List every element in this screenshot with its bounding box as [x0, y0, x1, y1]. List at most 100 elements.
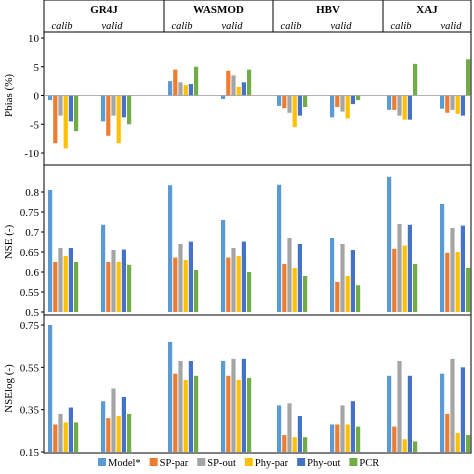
bar-xaj-calib-s6 — [413, 264, 418, 312]
period-label-valid: valid — [102, 21, 124, 32]
bar-hbv-valid-s6 — [356, 95, 361, 101]
bar-gr4j-valid-s3 — [111, 388, 116, 452]
legend-label-3: SP-out — [207, 458, 236, 469]
bar-gr4j-valid-s5 — [121, 95, 126, 118]
bar-wasmod-calib-s2 — [173, 69, 178, 96]
bar-gr4j-calib-s6 — [74, 422, 79, 452]
bar-xaj-calib-s2 — [392, 426, 397, 452]
axis-ticks: 10 5 0 -5 -10 Pbias (%) 0.8 0.75 0.7 0.65 0.6 0.55 0… — [3, 33, 471, 459]
legend-label-2: SP-par — [160, 458, 189, 469]
legend-swatch-6 — [349, 458, 358, 466]
bar-hbv-calib-s4 — [292, 268, 297, 312]
bar-hbv-calib-s2 — [282, 95, 287, 109]
bar-xaj-calib-s1 — [387, 95, 392, 110]
bar-gr4j-calib-s3 — [58, 248, 63, 312]
bar-xaj-valid-s1 — [440, 373, 445, 452]
legend-swatch-1 — [98, 458, 106, 466]
bar-gr4j-calib-s5 — [68, 95, 73, 122]
bar-xaj-calib-s3 — [397, 360, 402, 452]
ytick-label: 10 — [28, 33, 40, 45]
bar-xaj-valid-s3 — [450, 358, 455, 452]
bar-hbv-valid-s1 — [330, 238, 335, 312]
bar-hbv-valid-s4 — [345, 95, 350, 119]
bar-hbv-valid-s1 — [330, 95, 335, 118]
bar-xaj-valid-s2 — [445, 413, 450, 452]
bar-wasmod-valid-s4 — [236, 380, 241, 452]
bar-gr4j-calib-s3 — [58, 413, 63, 452]
period-label-valid: valid — [441, 21, 463, 32]
bar-wasmod-valid-s2 — [226, 375, 231, 452]
legend-label-6: PCR — [359, 458, 379, 469]
legend-swatch-2 — [149, 458, 158, 466]
bar-wasmod-valid-s3 — [231, 75, 236, 96]
bar-gr4j-valid-s4 — [116, 416, 121, 452]
model-label-wasmod: WASMOD — [193, 4, 244, 16]
bar-hbv-valid-s6 — [356, 426, 361, 452]
bar-hbv-calib-s6 — [303, 95, 308, 107]
bar-gr4j-calib-s3 — [58, 95, 63, 116]
bar-hbv-valid-s2 — [335, 424, 340, 452]
bar-wasmod-valid-s4 — [236, 86, 241, 96]
bar-wasmod-valid-s5 — [241, 241, 246, 312]
bar-hbv-calib-s5 — [297, 244, 302, 312]
bar-xaj-calib-s4 — [402, 245, 407, 312]
bar-wasmod-calib-s2 — [173, 257, 178, 312]
bar-gr4j-valid-s5 — [121, 396, 126, 452]
bar-wasmod-calib-s3 — [178, 244, 183, 312]
bar-xaj-valid-s4 — [455, 95, 460, 114]
period-label-valid: valid — [222, 21, 244, 32]
bar-wasmod-valid-s5 — [241, 358, 246, 452]
ytick-label: 0.15 — [20, 447, 40, 459]
bar-xaj-valid-s5 — [460, 367, 465, 452]
bar-xaj-valid-s6 — [466, 435, 471, 452]
bar-xaj-calib-s1 — [387, 176, 392, 312]
bar-xaj-valid-s2 — [445, 95, 450, 113]
bar-hbv-valid-s3 — [340, 244, 345, 312]
ytick-label: 0.75 — [20, 207, 40, 219]
ytick-label: 0.35 — [20, 405, 40, 417]
bar-wasmod-calib-s4 — [183, 260, 188, 312]
bar-wasmod-calib-s2 — [173, 373, 178, 452]
bar-xaj-valid-s6 — [466, 59, 471, 96]
bar-xaj-valid-s3 — [450, 95, 455, 110]
bar-gr4j-valid-s5 — [121, 249, 126, 312]
bar-hbv-valid-s2 — [335, 95, 340, 107]
y-axis-label: NSElog (-) — [3, 364, 15, 413]
bar-hbv-valid-s1 — [330, 424, 335, 452]
bar-wasmod-valid-s6 — [247, 272, 252, 312]
bar-hbv-calib-s2 — [282, 264, 287, 312]
bar-gr4j-valid-s3 — [111, 250, 116, 312]
bar-gr4j-valid-s6 — [127, 95, 132, 125]
ytick-label: -5 — [30, 119, 40, 131]
bar-gr4j-calib-s2 — [53, 95, 58, 144]
bar-hbv-calib-s3 — [287, 95, 292, 113]
bar-gr4j-calib-s1 — [48, 325, 53, 452]
bar-gr4j-calib-s6 — [74, 262, 79, 312]
bar-xaj-valid-s5 — [460, 225, 465, 312]
bar-xaj-valid-s4 — [455, 252, 460, 312]
bar-wasmod-calib-s5 — [188, 360, 193, 452]
ytick-label: 0 — [34, 91, 40, 103]
legend-label-5: Phy-out — [307, 458, 340, 469]
ytick-label: 0.55 — [20, 362, 40, 374]
bar-hbv-valid-s4 — [345, 276, 350, 312]
bar-gr4j-valid-s1 — [101, 224, 106, 312]
legend-swatch-3 — [197, 458, 206, 466]
bar-xaj-valid-s6 — [466, 268, 471, 312]
bar-gr4j-valid-s2 — [106, 418, 111, 452]
bar-wasmod-valid-s3 — [231, 358, 236, 452]
bar-hbv-calib-s5 — [297, 95, 302, 116]
bar-gr4j-calib-s1 — [48, 190, 53, 312]
bar-xaj-calib-s6 — [413, 63, 418, 96]
bar-xaj-calib-s4 — [402, 95, 407, 120]
bar-wasmod-calib-s6 — [194, 375, 199, 452]
ytick-label: 0.75 — [20, 320, 40, 332]
bar-hbv-valid-s4 — [345, 424, 350, 452]
bar-gr4j-calib-s6 — [74, 95, 79, 132]
bar-wasmod-calib-s4 — [183, 380, 188, 452]
bar-gr4j-valid-s6 — [127, 264, 132, 312]
bar-gr4j-calib-s5 — [68, 407, 73, 452]
bar-wasmod-valid-s3 — [231, 248, 236, 312]
